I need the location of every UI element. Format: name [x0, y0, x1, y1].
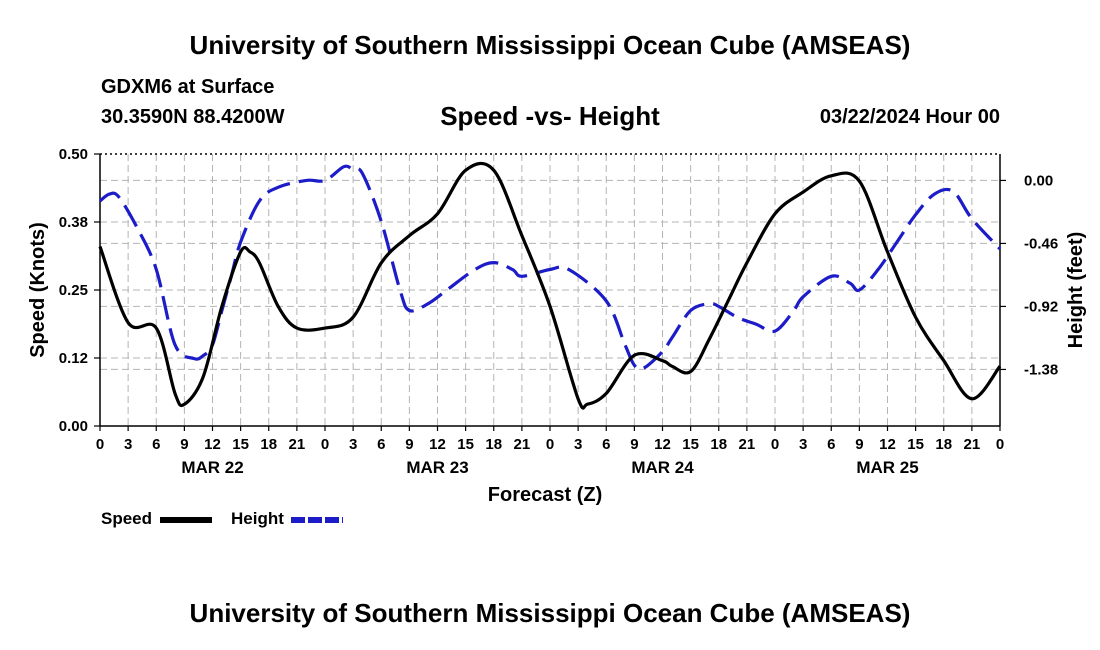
x-tick-label: 9: [180, 436, 188, 453]
legend-speed-label: Speed: [101, 509, 153, 528]
x-tick-label: 12: [654, 436, 671, 453]
x-day-label: MAR 25: [856, 458, 918, 477]
y-tick-label: 0.38: [59, 214, 88, 231]
y2-tick-label: 0.00: [1024, 172, 1053, 189]
x-axis-title: Forecast (Z): [488, 484, 602, 506]
series-line-speed: [98, 161, 1002, 410]
x-tick-label: 21: [289, 436, 306, 453]
x-tick-label: 18: [710, 436, 727, 453]
x-tick-label: 21: [514, 436, 531, 453]
x-day-label: MAR 23: [406, 458, 468, 477]
x-tick-label: 18: [260, 436, 277, 453]
x-day-label: MAR 24: [631, 458, 694, 477]
x-tick-label: 0: [546, 436, 554, 453]
x-day-label: MAR 22: [181, 458, 243, 477]
y-tick-label: 0.50: [59, 146, 88, 163]
x-tick-label: 6: [152, 436, 160, 453]
x-tick-label: 3: [574, 436, 582, 453]
legend-speed-swatch: [160, 517, 212, 523]
x-tick-label: 0: [96, 436, 104, 453]
y2-tick-label: -0.92: [1024, 298, 1058, 315]
chart-title: Speed -vs- Height: [440, 101, 660, 131]
y-tick-label: 0.25: [59, 282, 88, 299]
y-tick-label: 0.00: [59, 418, 88, 435]
x-tick-label: 3: [124, 436, 132, 453]
x-tick-label: 6: [827, 436, 835, 453]
y-tick-label: 0.12: [59, 350, 88, 367]
coordinates-label: 30.3590N 88.4200W: [101, 106, 285, 128]
x-tick-label: 15: [457, 436, 474, 453]
x-tick-label: 6: [602, 436, 610, 453]
x-tick-label: 21: [739, 436, 756, 453]
x-tick-label: 9: [405, 436, 413, 453]
footer-title: University of Southern Mississippi Ocean…: [189, 598, 911, 628]
legend-height-label: Height: [231, 509, 284, 528]
x-tick-label: 9: [630, 436, 638, 453]
x-tick-label: 3: [799, 436, 807, 453]
x-tick-label: 0: [771, 436, 779, 453]
y2-axis-title: Height (feet): [1065, 232, 1087, 349]
x-tick-label: 12: [429, 436, 446, 453]
x-tick-label: 18: [485, 436, 502, 453]
x-tick-label: 9: [855, 436, 863, 453]
model-location-label: GDXM6 at Surface: [101, 76, 275, 98]
x-tick-label: 0: [996, 436, 1004, 453]
x-tick-label: 15: [907, 436, 924, 453]
x-tick-label: 6: [377, 436, 385, 453]
x-tick-label: 15: [232, 436, 249, 453]
x-tick-label: 0: [321, 436, 329, 453]
y2-tick-label: -1.38: [1024, 361, 1058, 378]
y2-tick-label: -0.46: [1024, 235, 1058, 252]
forecast-date-label: 03/22/2024 Hour 00: [819, 106, 1000, 128]
x-tick-label: 15: [682, 436, 699, 453]
x-tick-label: 12: [204, 436, 221, 453]
x-tick-label: 18: [935, 436, 952, 453]
x-tick-label: 3: [349, 436, 357, 453]
legend-height-swatch: [291, 517, 343, 523]
series-line-height: [98, 164, 1002, 371]
page-title: University of Southern Mississippi Ocean…: [189, 30, 911, 60]
y-axis-title: Speed (Knots): [27, 222, 49, 358]
x-tick-label: 12: [879, 436, 896, 453]
x-tick-label: 21: [964, 436, 981, 453]
